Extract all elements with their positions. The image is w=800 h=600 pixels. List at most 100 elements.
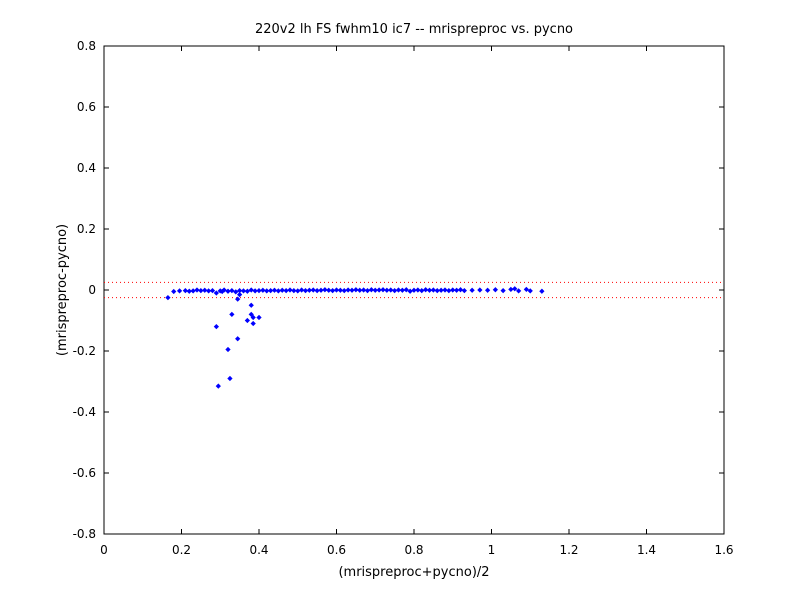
data-point bbox=[426, 287, 433, 293]
data-point bbox=[384, 287, 390, 293]
y-tick-label: 0 bbox=[88, 283, 96, 297]
data-point bbox=[333, 287, 340, 293]
y-tick-label: -0.2 bbox=[73, 344, 96, 358]
data-point bbox=[250, 314, 256, 321]
data-point bbox=[326, 287, 332, 293]
data-point bbox=[268, 287, 274, 294]
data-point bbox=[244, 288, 250, 294]
data-point bbox=[322, 287, 328, 293]
data-point bbox=[380, 287, 386, 293]
data-point bbox=[206, 288, 212, 294]
data-point bbox=[361, 287, 367, 293]
x-tick-label: 0.2 bbox=[172, 543, 191, 557]
data-point bbox=[485, 287, 491, 293]
data-point bbox=[171, 288, 177, 295]
data-point bbox=[395, 287, 402, 293]
data-point bbox=[442, 287, 448, 293]
data-point bbox=[248, 302, 254, 308]
data-point bbox=[215, 383, 221, 389]
data-point bbox=[512, 286, 518, 292]
data-point bbox=[209, 287, 216, 294]
data-points bbox=[165, 286, 545, 389]
data-point bbox=[198, 287, 204, 294]
data-point bbox=[213, 290, 219, 296]
data-point bbox=[469, 287, 475, 293]
data-point bbox=[291, 287, 297, 294]
data-point bbox=[477, 287, 483, 293]
data-point bbox=[264, 288, 270, 294]
x-axis-label: (mrispreproc+pycno)/2 bbox=[338, 565, 489, 580]
data-point bbox=[221, 287, 227, 293]
data-point bbox=[256, 287, 262, 294]
data-point bbox=[376, 287, 382, 293]
data-point bbox=[461, 287, 467, 294]
y-axis: -0.8 -0.6 -0.4 -0.2 0 0.2 0.4 0.6 0.8 bbox=[73, 39, 724, 541]
data-point bbox=[229, 311, 235, 318]
data-point bbox=[256, 314, 262, 321]
chart-title: 220v2 lh FS fwhm10 ic7 -- mrispreproc vs… bbox=[255, 22, 573, 37]
x-axis: 0 0.2 0.4 0.6 0.8 1 1.2 1.4 1.6 bbox=[100, 46, 734, 557]
x-tick-label: 0 bbox=[100, 543, 108, 557]
data-point bbox=[450, 287, 456, 293]
data-point bbox=[271, 287, 278, 293]
data-point bbox=[411, 287, 417, 293]
data-point bbox=[500, 287, 506, 294]
y-tick-label: 0.6 bbox=[77, 100, 96, 114]
data-point bbox=[227, 375, 233, 382]
data-point bbox=[310, 287, 316, 293]
data-point bbox=[248, 311, 254, 318]
y-tick-label: 0.2 bbox=[77, 222, 96, 236]
data-point bbox=[235, 336, 241, 342]
data-point bbox=[240, 288, 247, 294]
data-point bbox=[388, 287, 394, 293]
x-tick-label: 0.8 bbox=[404, 543, 423, 557]
data-point bbox=[523, 286, 529, 293]
data-point bbox=[539, 288, 545, 294]
x-tick-label: 0.6 bbox=[327, 543, 346, 557]
data-point bbox=[279, 287, 285, 293]
data-point bbox=[345, 287, 351, 293]
data-point bbox=[165, 295, 171, 301]
data-point bbox=[176, 288, 183, 294]
data-point bbox=[194, 287, 200, 293]
data-point bbox=[287, 287, 293, 293]
data-point bbox=[438, 287, 444, 293]
data-point bbox=[368, 287, 374, 293]
x-tick-label: 0.4 bbox=[249, 543, 268, 557]
data-point bbox=[337, 287, 343, 293]
data-point bbox=[492, 287, 498, 293]
data-point bbox=[250, 320, 256, 327]
data-point bbox=[423, 287, 429, 293]
data-point bbox=[415, 287, 421, 293]
x-tick-label: 1.2 bbox=[559, 543, 578, 557]
data-point bbox=[516, 288, 522, 294]
data-point bbox=[314, 287, 320, 294]
data-point bbox=[357, 287, 363, 293]
y-tick-label: 0.4 bbox=[77, 161, 96, 175]
data-point bbox=[457, 287, 464, 293]
data-point bbox=[233, 289, 239, 295]
data-point bbox=[306, 287, 312, 293]
y-tick-label: -0.4 bbox=[73, 405, 96, 419]
y-tick-label: -0.8 bbox=[73, 527, 96, 541]
data-point bbox=[299, 287, 305, 293]
data-point bbox=[434, 287, 440, 294]
data-point bbox=[237, 291, 243, 298]
reference-lines bbox=[104, 281, 724, 299]
data-point bbox=[302, 287, 309, 294]
y-axis-label: (mrispreproc-pycno) bbox=[55, 224, 70, 356]
data-point bbox=[186, 288, 192, 294]
y-tick-label: 0.8 bbox=[77, 39, 96, 53]
data-point bbox=[353, 287, 359, 293]
data-point bbox=[403, 287, 409, 293]
x-tick-label: 1.4 bbox=[637, 543, 656, 557]
data-point bbox=[527, 288, 533, 294]
data-point bbox=[372, 287, 378, 293]
data-point bbox=[225, 346, 231, 353]
data-point bbox=[213, 323, 219, 330]
data-point bbox=[182, 287, 188, 294]
x-tick-label: 1 bbox=[488, 543, 496, 557]
data-point bbox=[202, 287, 208, 293]
data-point bbox=[430, 287, 436, 293]
